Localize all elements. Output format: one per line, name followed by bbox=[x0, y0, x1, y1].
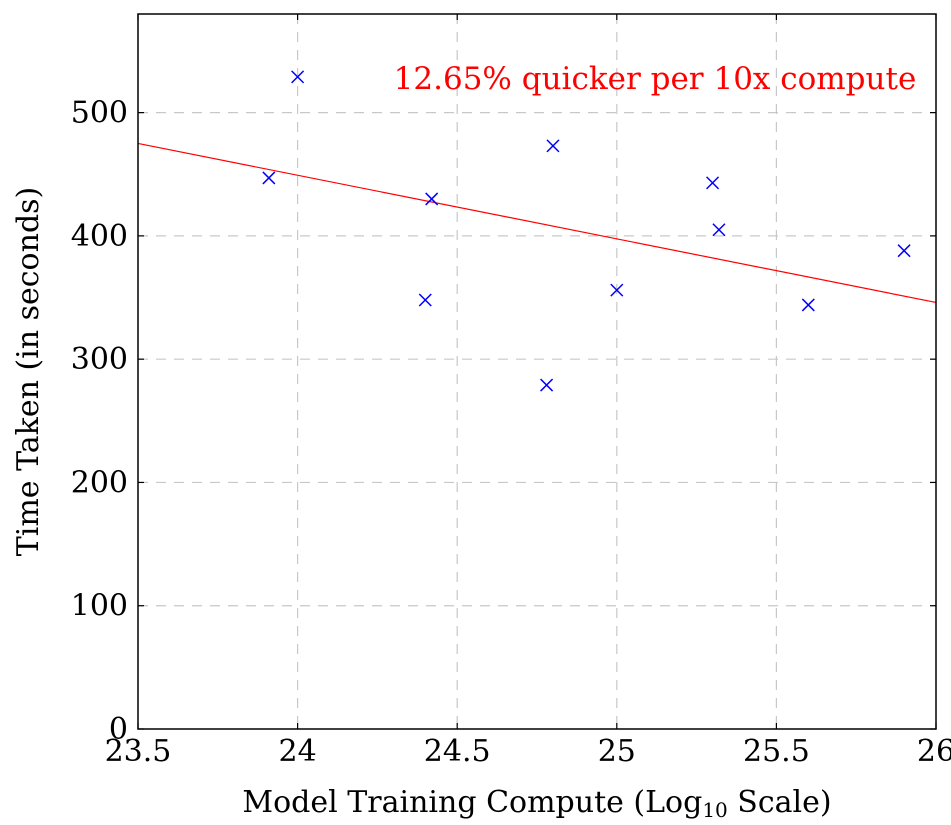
data-points bbox=[262, 70, 911, 392]
plot-frame bbox=[137, 13, 937, 730]
data-point bbox=[801, 298, 815, 312]
x-tick-label: 23.5 bbox=[105, 734, 172, 769]
y-tick-label: 500 bbox=[71, 96, 128, 131]
x-tick-label: 25.5 bbox=[743, 734, 810, 769]
y-tick-label: 400 bbox=[71, 219, 128, 254]
data-point bbox=[706, 176, 720, 190]
x-axis-label: Model Training Compute (Log10 Scale) bbox=[242, 785, 831, 822]
x-tick-label: 24.5 bbox=[424, 734, 491, 769]
trend-line bbox=[137, 142, 937, 304]
y-tick-label: 200 bbox=[71, 465, 128, 500]
data-point bbox=[610, 283, 624, 297]
x-axis-label-suffix: Scale) bbox=[728, 785, 832, 820]
data-point bbox=[425, 192, 439, 206]
x-tick-label: 26 bbox=[917, 734, 951, 769]
data-point bbox=[897, 244, 911, 258]
y-axis-ticks: 0 100 200 300 400 500 bbox=[71, 96, 936, 747]
y-tick-label: 0 bbox=[109, 712, 128, 747]
y-tick-label: 300 bbox=[71, 342, 128, 377]
x-axis-label-prefix: Model Training Compute (Log bbox=[242, 785, 702, 820]
x-tick-label: 24 bbox=[279, 734, 317, 769]
data-point bbox=[546, 139, 560, 153]
x-tick-label: 25 bbox=[598, 734, 636, 769]
x-axis-label-subscript: 10 bbox=[702, 798, 727, 822]
grid bbox=[138, 14, 936, 729]
slope-annotation: 12.65% quicker per 10x compute bbox=[394, 61, 917, 97]
data-point bbox=[418, 293, 432, 307]
data-point bbox=[262, 171, 276, 185]
y-axis-label: Time Taken (in seconds) bbox=[11, 187, 46, 557]
y-tick-label: 100 bbox=[71, 589, 128, 624]
x-axis-ticks: 23.5 24 24.5 25 25.5 26 bbox=[105, 14, 951, 769]
data-point bbox=[291, 70, 305, 84]
data-point bbox=[540, 378, 554, 392]
data-point bbox=[712, 223, 726, 237]
